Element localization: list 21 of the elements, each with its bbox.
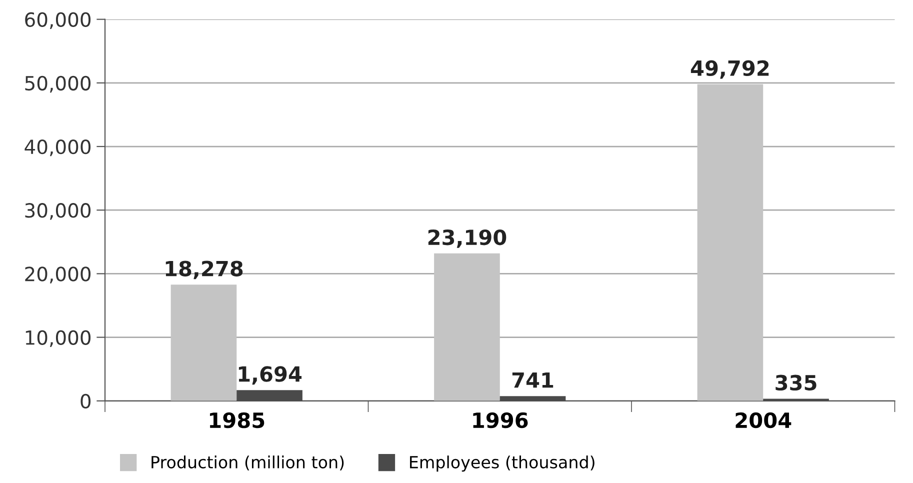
data-label: 23,190: [428, 229, 506, 248]
data-label: 335: [776, 374, 816, 391]
x-tick-label: 1985: [210, 412, 264, 428]
legend-label: Employees (thousand): [410, 456, 594, 472]
data-label: 49,792: [690, 60, 769, 79]
x-tick-label: 1996: [473, 412, 528, 428]
bar: [697, 84, 764, 401]
y-tick-label: 50,000: [25, 76, 91, 93]
y-tick-label: 40,000: [24, 139, 91, 156]
y-tick-label: 0: [80, 394, 91, 409]
y-tick-label: 30,000: [25, 203, 91, 220]
y-tick-label: 60,000: [25, 12, 91, 29]
y-tick-label: 20,000: [25, 266, 91, 284]
bar: [434, 253, 500, 401]
legend-label: Production (million ton): [152, 456, 344, 470]
bar: [170, 284, 237, 401]
data-label: 741: [512, 372, 554, 388]
data-label: 1,694: [238, 366, 302, 385]
x-tick-label: 2004: [736, 412, 792, 428]
data-label: 18,278: [166, 260, 243, 280]
y-tick-label: 10,000: [26, 330, 91, 347]
